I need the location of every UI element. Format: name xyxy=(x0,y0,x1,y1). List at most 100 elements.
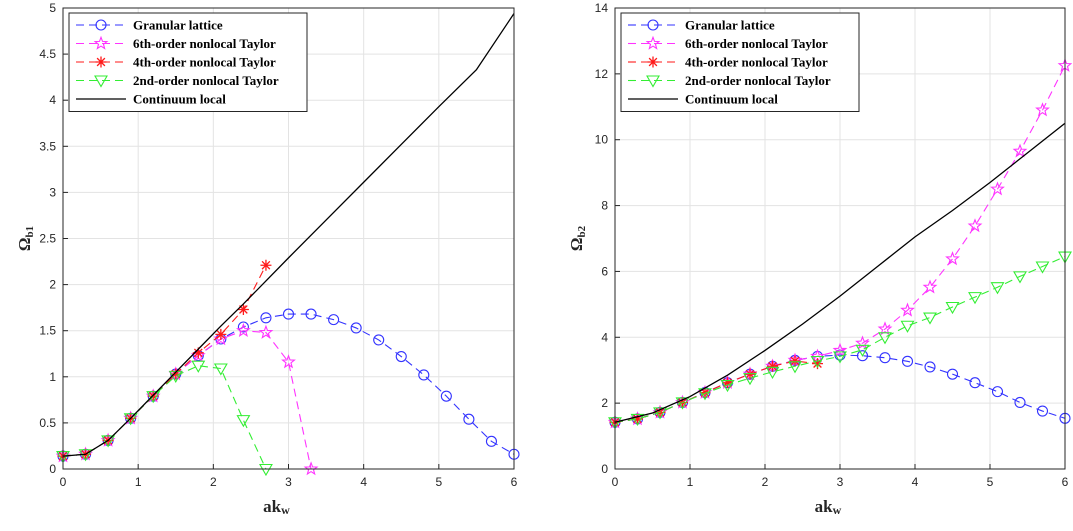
data-point xyxy=(258,324,274,339)
legend-marker xyxy=(93,35,109,50)
data-point xyxy=(1036,405,1049,417)
data-point xyxy=(282,308,295,320)
chart-left-omega-b1: 0 1 2 3 4 5 6 0 0.5 1 1.5 2 2.5 3 3.5 4 4.5 5 akw Ωb1 Granul… xyxy=(15,1,520,517)
data-point xyxy=(765,366,780,379)
data-point xyxy=(991,386,1004,398)
data-point xyxy=(236,415,251,428)
data-point xyxy=(720,379,735,393)
data-point xyxy=(215,328,227,340)
data-point xyxy=(900,320,915,333)
series-line xyxy=(614,122,1066,423)
data-point xyxy=(259,463,273,476)
data-point xyxy=(945,251,960,266)
series-group xyxy=(608,57,1072,430)
legend-marker xyxy=(646,75,660,88)
data-point xyxy=(395,350,407,363)
legend-label: 4th-order nonlocal Taylor xyxy=(133,55,276,70)
y-tick-label: 10 xyxy=(595,133,609,147)
data-point xyxy=(653,407,667,420)
data-point xyxy=(191,360,206,373)
x-tick-label: 6 xyxy=(1062,475,1069,489)
data-point xyxy=(810,355,825,369)
x-tick-label: 4 xyxy=(912,475,919,489)
legend-label: 2nd-order nonlocal Taylor xyxy=(133,73,279,88)
data-point xyxy=(1035,102,1050,117)
data-point xyxy=(236,322,251,337)
data-point xyxy=(305,308,317,320)
legend-label: 6th-order nonlocal Taylor xyxy=(685,36,828,51)
y-tick-label: 5 xyxy=(49,1,56,15)
legend: Granular lattice 6th-order nonlocal Taylo… xyxy=(68,12,308,112)
y-tick-label: 1 xyxy=(49,370,56,384)
x-axis-label-main: ak xyxy=(815,497,834,516)
legend-label: Continuum local xyxy=(685,92,778,107)
y-tick-label: 2.5 xyxy=(39,232,56,246)
data-point xyxy=(879,352,891,364)
x-tick-label: 2 xyxy=(762,475,769,489)
data-point xyxy=(373,334,385,346)
legend-label: 2nd-order nonlocal Taylor xyxy=(685,73,831,88)
y-tick-label: 4.5 xyxy=(39,47,56,61)
legend-label: Granular lattice xyxy=(133,18,223,33)
data-point xyxy=(743,373,757,386)
y-tick-label: 12 xyxy=(595,67,609,81)
data-point xyxy=(990,181,1005,196)
legend: Granular lattice 6th-order nonlocal Taylo… xyxy=(620,12,860,112)
legend-label: 6th-order nonlocal Taylor xyxy=(133,36,276,51)
series-line xyxy=(614,256,1066,423)
y-axis-label-subscript: b2 xyxy=(576,225,588,237)
data-point xyxy=(101,435,116,448)
data-point xyxy=(901,355,914,367)
data-point xyxy=(237,321,249,333)
legend-marker xyxy=(647,19,659,31)
data-point xyxy=(744,368,756,380)
data-point xyxy=(213,363,228,376)
y-tick-label: 0 xyxy=(49,462,56,476)
data-point xyxy=(1035,261,1050,274)
legend-label: Granular lattice xyxy=(685,18,775,33)
data-point xyxy=(1014,396,1026,409)
data-point xyxy=(946,368,959,380)
y-tick-label: 4 xyxy=(49,93,56,107)
y-tick-label: 0.5 xyxy=(39,416,56,430)
data-point xyxy=(213,331,229,346)
data-point xyxy=(440,390,452,402)
data-point xyxy=(877,321,893,336)
x-tick-label: 6 xyxy=(511,475,518,489)
legend-label: 4th-order nonlocal Taylor xyxy=(685,55,828,70)
y-tick-label: 2 xyxy=(601,396,608,410)
y-tick-label: 2 xyxy=(49,278,56,292)
data-point xyxy=(463,413,475,425)
legend-label: Continuum local xyxy=(133,92,226,107)
y-axis-label-subscript: b1 xyxy=(24,226,36,238)
data-point xyxy=(789,355,801,367)
data-point xyxy=(945,301,960,315)
x-tick-label: 1 xyxy=(687,475,694,489)
data-point xyxy=(418,369,430,381)
data-point xyxy=(856,350,869,362)
x-tick-label: 3 xyxy=(285,475,292,489)
data-point xyxy=(281,354,296,369)
y-axis-label-main: Ω xyxy=(15,238,34,252)
data-point xyxy=(170,368,182,380)
x-axis-label-subscript: w xyxy=(281,503,290,517)
data-point xyxy=(192,347,204,359)
data-point xyxy=(722,377,733,389)
data-point xyxy=(922,279,938,294)
data-point xyxy=(969,377,981,389)
data-point xyxy=(260,259,272,271)
x-axis-label: akw xyxy=(815,497,842,517)
y-tick-label: 1.5 xyxy=(39,324,56,338)
x-tick-label: 4 xyxy=(360,475,367,489)
y-axis-label: Ωb1 xyxy=(15,226,36,251)
data-point xyxy=(968,292,982,305)
y-axis-label: Ωb2 xyxy=(567,225,588,251)
y-tick-label: 0 xyxy=(601,462,608,476)
x-axis-label-main: ak xyxy=(263,497,282,516)
data-point xyxy=(923,312,937,325)
data-point xyxy=(924,361,936,373)
y-tick-label: 3 xyxy=(49,185,56,199)
data-point xyxy=(350,322,362,334)
